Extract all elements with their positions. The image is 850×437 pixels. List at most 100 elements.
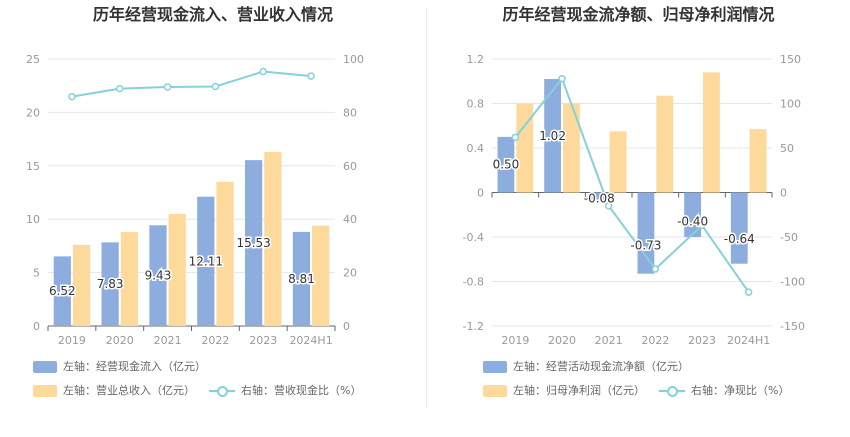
line-point-4 <box>211 82 220 91</box>
legend-line-swatch <box>659 385 685 397</box>
bar-secondary-1 <box>72 244 91 326</box>
legend-item-net-profit[interactable]: 左轴：归母净利润（亿元） <box>483 383 645 399</box>
bar-secondary-1 <box>516 103 534 193</box>
left-axis-tick-label: 25 <box>26 53 40 66</box>
right-axis-tick-label: -150 <box>780 320 805 333</box>
chart1-legend-row1: 左轴：经营现金流入（亿元） <box>33 359 220 375</box>
right-axis-tick-label: 50 <box>780 142 794 155</box>
right-axis-tick-label: 100 <box>780 98 801 111</box>
bar-secondary-3 <box>168 213 186 326</box>
x-axis-tick-label: 2021 <box>595 334 623 347</box>
data-label: 12.11 <box>189 254 223 268</box>
data-label: -0.40 <box>677 214 708 228</box>
right-axis-tick-label: 150 <box>780 53 801 66</box>
line-point-5 <box>259 67 267 76</box>
right-axis-tick-label: 80 <box>343 106 357 119</box>
left-axis-tick-label: 0.4 <box>467 142 485 155</box>
bar-2 <box>544 79 561 193</box>
left-axis-tick-label: -0.8 <box>463 276 484 289</box>
x-axis-tick-label: 2020 <box>548 334 576 347</box>
x-axis-tick-label: 2022 <box>641 334 669 347</box>
line-point-6 <box>307 72 315 80</box>
legend-label: 右轴：营收现金比（%） <box>241 384 362 397</box>
chart1-title: 历年经营现金流入、营业收入情况 <box>92 5 333 24</box>
legend-item-net-cash-ratio[interactable]: 右轴：净现比（%） <box>659 383 789 399</box>
data-label: -0.08 <box>584 191 615 205</box>
bar-4 <box>197 196 215 326</box>
legend-swatch <box>483 361 507 373</box>
left-axis-tick-label: -0.4 <box>463 231 484 244</box>
bar-secondary-2 <box>563 103 580 193</box>
left-axis-tick-label: -1.2 <box>463 320 484 333</box>
chart1-legend-row2: 左轴：营业总收入（亿元） 右轴：营收现金比（%） <box>33 383 375 399</box>
x-axis-tick-label: 2024H1 <box>727 334 770 347</box>
right-axis-tick-label: 100 <box>343 53 364 66</box>
right-axis-tick-label: 60 <box>343 160 357 173</box>
x-axis-tick-label: 2023 <box>249 334 277 347</box>
x-axis-tick-label: 2024H1 <box>289 334 332 347</box>
bar-secondary-3 <box>609 131 627 193</box>
right-axis-tick-label: 0 <box>343 320 350 333</box>
line-point-4 <box>651 265 660 273</box>
chart2-title: 历年经营现金流净额、归母净利润情况 <box>502 5 775 24</box>
ratio-line <box>71 70 312 98</box>
line-point-1 <box>68 92 76 101</box>
right-axis-tick-label: 20 <box>343 267 357 280</box>
bar-secondary-5 <box>264 151 282 326</box>
chart2-legend-row1: 左轴：经营活动现金流净额（亿元） <box>483 359 703 375</box>
bar-2 <box>101 242 119 326</box>
line-point-1 <box>511 133 520 142</box>
legend-item-net-cash[interactable]: 左轴：经营活动现金流净额（亿元） <box>483 359 689 375</box>
x-axis-tick-label: 2022 <box>201 334 229 347</box>
left-axis-tick-label: 10 <box>26 213 40 226</box>
legend-label: 左轴：经营现金流入（亿元） <box>63 360 206 373</box>
data-label: 9.43 <box>145 269 172 283</box>
legend-swatch <box>483 385 507 397</box>
x-axis-tick-label: 2019 <box>58 334 86 347</box>
left-axis-tick-label: 0.8 <box>467 98 485 111</box>
data-label: 0.50 <box>493 158 520 172</box>
bar-3 <box>149 225 167 326</box>
data-label: -0.64 <box>724 232 755 246</box>
legend-swatch <box>33 361 57 373</box>
bar-6 <box>292 231 311 326</box>
legend-label: 左轴：营业总收入（亿元） <box>63 384 195 397</box>
legend-item-cash-ratio[interactable]: 右轴：营收现金比（%） <box>209 383 361 399</box>
data-label: 1.02 <box>539 129 566 143</box>
left-axis-tick-label: 0 <box>477 187 484 200</box>
legend-item-revenue[interactable]: 左轴：营业总收入（亿元） <box>33 383 195 399</box>
bar-secondary-6 <box>749 129 767 193</box>
x-axis-tick-label: 2020 <box>106 334 134 347</box>
bar-secondary-2 <box>120 232 138 326</box>
bar-1 <box>497 136 515 193</box>
data-label: 15.53 <box>236 236 270 250</box>
bar-1 <box>53 256 71 326</box>
line-point-3 <box>163 83 172 91</box>
line-point-3 <box>604 202 613 210</box>
bar-secondary-4 <box>216 181 234 326</box>
legend-swatch <box>33 385 57 397</box>
line-point-2 <box>116 84 124 93</box>
bar-4 <box>637 192 655 274</box>
x-axis-tick-label: 2019 <box>501 334 529 347</box>
bar-5 <box>245 160 263 326</box>
bar-5 <box>684 192 701 237</box>
right-axis-tick-label: -100 <box>780 276 805 289</box>
left-axis-tick-label: 0 <box>33 320 40 333</box>
left-axis-tick-label: 15 <box>26 160 40 173</box>
panel-divider <box>426 8 427 408</box>
legend-item-cash-inflow[interactable]: 左轴：经营现金流入（亿元） <box>33 359 206 375</box>
x-axis-tick-label: 2021 <box>154 334 182 347</box>
chart2-legend-row2: 左轴：归母净利润（亿元） 右轴：净现比（%） <box>483 383 803 399</box>
bar-secondary-6 <box>312 225 330 326</box>
bar-secondary-4 <box>656 95 674 193</box>
bar-3 <box>590 192 608 202</box>
chart1-plot: 0 5 10 15 20 25 0 20 40 60 80 100 2019 2020 2021 2022 20… <box>26 53 364 347</box>
chart2-plot: -1.2-0.8-0.400.40.81.2-150-100-500501001… <box>463 53 805 347</box>
left-axis-tick-label: 20 <box>26 106 40 119</box>
legend-line-swatch <box>209 385 235 397</box>
line-point-5 <box>698 221 706 230</box>
data-label: 6.52 <box>49 284 76 298</box>
x-axis-tick-label: 2023 <box>688 334 716 347</box>
